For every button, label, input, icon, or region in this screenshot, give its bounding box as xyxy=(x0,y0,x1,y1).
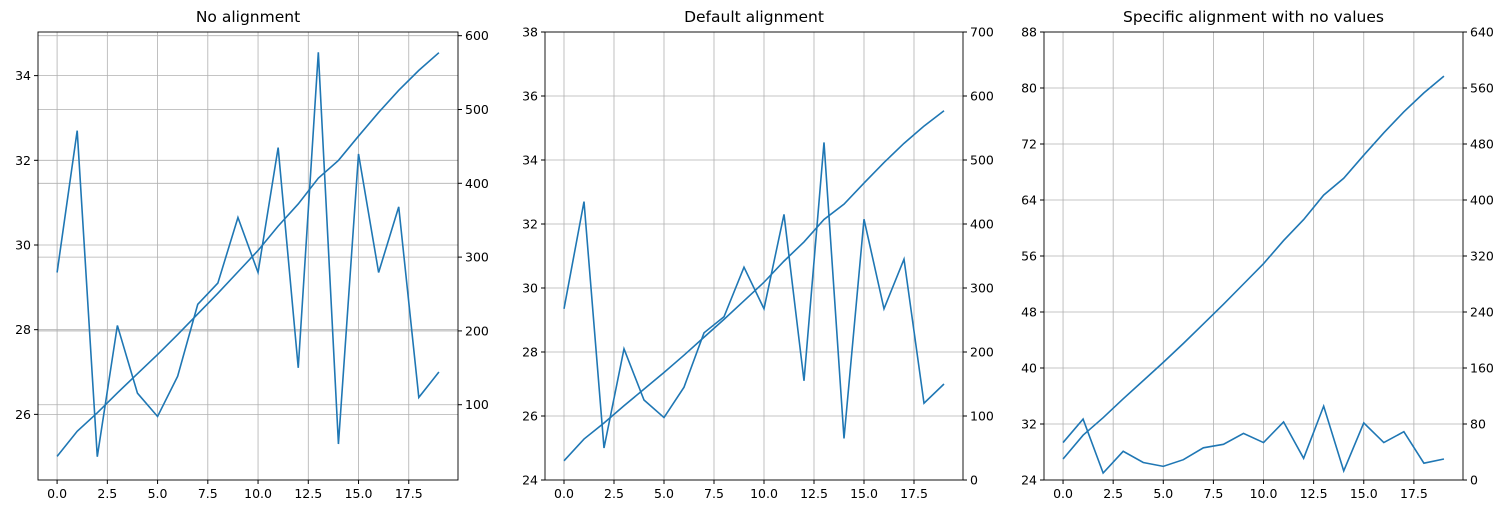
y2-tick-label: 200 xyxy=(970,345,994,360)
y-tick-label: 72 xyxy=(1021,137,1037,152)
y2-tick-label: 560 xyxy=(1470,81,1494,96)
y-tick-label: 36 xyxy=(522,89,538,104)
x-tick-label: 2.5 xyxy=(1103,486,1123,501)
y-tick-label: 40 xyxy=(1021,361,1037,376)
y-tick-label: 34 xyxy=(15,68,31,83)
y2-tick-label: 0 xyxy=(970,473,978,488)
y2-tick-label: 80 xyxy=(1470,417,1486,432)
x-tick-label: 17.5 xyxy=(1400,486,1428,501)
y-tick-label: 32 xyxy=(15,153,31,168)
axes-frame xyxy=(544,31,964,481)
x-tick-label: 10.0 xyxy=(244,486,272,501)
y2-tick-label: 500 xyxy=(465,102,489,117)
y2-tick-label: 480 xyxy=(1470,137,1494,152)
y-tick-label: 26 xyxy=(522,409,538,424)
y-tick-label: 30 xyxy=(522,281,538,296)
y2-tick-label: 400 xyxy=(465,176,489,191)
y-tick-label: 32 xyxy=(522,217,538,232)
y-tick-label: 64 xyxy=(1021,193,1037,208)
y-tick-label: 24 xyxy=(1021,473,1037,488)
x-tick-label: 5.0 xyxy=(148,486,168,501)
y2-tick-label: 300 xyxy=(970,281,994,296)
line xyxy=(56,52,440,457)
y-tick-label: 38 xyxy=(522,25,538,40)
y2-tick-label: 700 xyxy=(970,25,994,40)
x-tick-label: 15.0 xyxy=(1350,486,1378,501)
y-tick-label: 88 xyxy=(1021,25,1037,40)
y2-tick-label: 300 xyxy=(465,250,489,265)
x-tick-label: 0.0 xyxy=(1053,486,1073,501)
x-tick-label: 12.5 xyxy=(800,486,828,501)
y2-tick-label: 0 xyxy=(1470,473,1478,488)
y2-tick-label: 600 xyxy=(970,89,994,104)
y-tick-label: 24 xyxy=(522,473,538,488)
y2-tick-label: 240 xyxy=(1470,305,1494,320)
x-tick-label: 7.5 xyxy=(1203,486,1223,501)
y2-tick-label: 320 xyxy=(1470,249,1494,264)
x-tick-label: 0.0 xyxy=(554,486,574,501)
line xyxy=(1062,403,1445,475)
line xyxy=(56,52,440,457)
line xyxy=(1062,75,1445,460)
y2-tick-label: 200 xyxy=(465,323,489,338)
x-tick-label: 10.0 xyxy=(750,486,778,501)
x-tick-label: 17.5 xyxy=(395,486,423,501)
x-tick-label: 5.0 xyxy=(1153,486,1173,501)
y2-tick-label: 400 xyxy=(1470,193,1494,208)
x-tick-label: 15.0 xyxy=(850,486,878,501)
x-tick-label: 15.0 xyxy=(345,486,373,501)
x-tick-label: 10.0 xyxy=(1250,486,1278,501)
x-tick-label: 7.5 xyxy=(198,486,218,501)
x-tick-label: 12.5 xyxy=(1300,486,1328,501)
chart-title: No alignment xyxy=(196,8,300,26)
x-tick-label: 2.5 xyxy=(97,486,117,501)
x-tick-label: 0.0 xyxy=(47,486,67,501)
y2-tick-label: 160 xyxy=(1470,361,1494,376)
chart-title: Specific alignment with no values xyxy=(1123,8,1384,26)
axes-frame xyxy=(1043,31,1464,481)
axes-frame xyxy=(37,31,459,481)
y-tick-label: 32 xyxy=(1021,417,1037,432)
line xyxy=(563,110,945,462)
y2-tick-label: 500 xyxy=(970,153,994,168)
chart-title: Default alignment xyxy=(684,8,824,26)
y-tick-label: 30 xyxy=(15,237,31,252)
y-tick-label: 26 xyxy=(15,407,31,422)
y-tick-label: 80 xyxy=(1021,81,1037,96)
y2-tick-label: 100 xyxy=(970,409,994,424)
x-tick-label: 12.5 xyxy=(294,486,322,501)
y2-tick-label: 100 xyxy=(465,397,489,412)
y-tick-label: 28 xyxy=(15,322,31,337)
x-tick-label: 2.5 xyxy=(604,486,624,501)
y-tick-label: 48 xyxy=(1021,305,1037,320)
y2-tick-label: 640 xyxy=(1470,25,1494,40)
y-tick-label: 56 xyxy=(1021,249,1037,264)
y2-tick-label: 600 xyxy=(465,28,489,43)
x-tick-label: 17.5 xyxy=(900,486,928,501)
y2-tick-label: 400 xyxy=(970,217,994,232)
line xyxy=(563,142,945,449)
y-tick-label: 34 xyxy=(522,153,538,168)
x-tick-label: 7.5 xyxy=(704,486,724,501)
y-tick-label: 28 xyxy=(522,345,538,360)
x-tick-label: 5.0 xyxy=(654,486,674,501)
